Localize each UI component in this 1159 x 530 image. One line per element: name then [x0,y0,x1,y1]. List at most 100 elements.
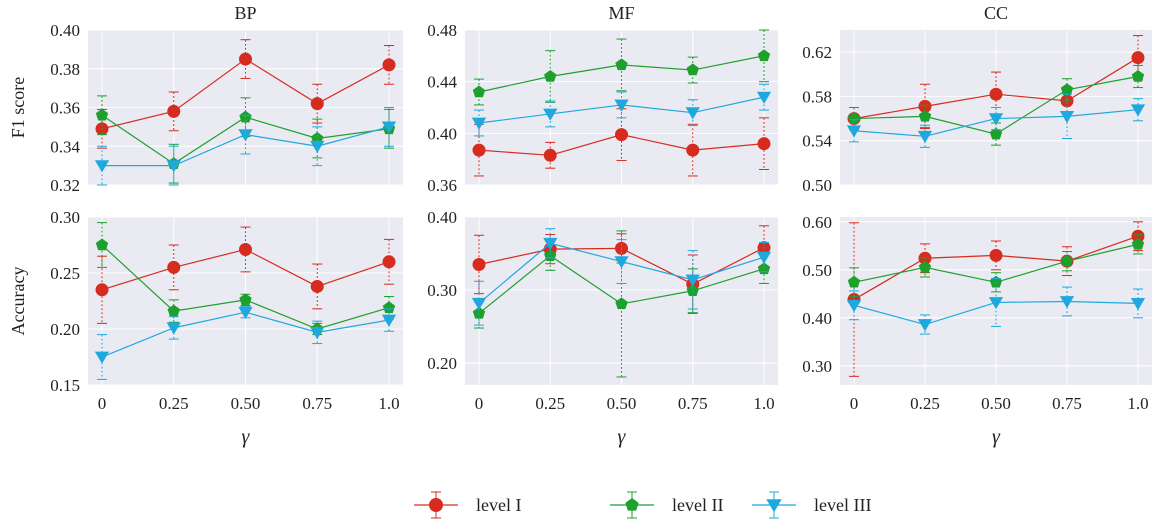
panel-title: CC [984,3,1008,23]
data-point [381,314,397,327]
data-point [239,52,252,66]
legend-label: level III [814,495,871,515]
y-axis-label: Accuracy [8,267,28,336]
x-tick-label: 1.0 [1127,394,1148,413]
panel-cc-f1: 0.50 0.54 0.58 0.62 CC [802,3,1152,195]
series-level-i [95,226,396,324]
data-point [615,58,628,71]
series-level-iii [471,83,772,137]
data-point [311,132,324,144]
data-point [381,121,397,134]
data-point [686,284,699,297]
series-level-iii [846,277,1146,335]
x-tick-label: 1.0 [753,394,774,413]
data-point [988,113,1004,126]
x-axis-label: γ [242,426,251,448]
x-axis-label: γ [992,426,1001,448]
y-tick-label: 0.40 [427,208,457,227]
y-tick-label: 0.36 [427,176,457,195]
data-point [310,279,324,293]
x-tick-label: 0 [850,394,859,413]
data-point [166,160,181,173]
data-point [471,297,487,310]
data-point [1059,296,1075,309]
series-level-i [472,108,771,177]
data-point [472,257,486,271]
data-point [310,97,324,111]
legend: level I level II level III [414,491,871,519]
legend-label: level I [476,495,521,515]
data-point [989,127,1003,140]
data-point [685,274,700,287]
data-point [686,143,700,157]
y-tick-label: 0.30 [427,281,457,300]
data-point [846,125,862,138]
x-tick-label: 0 [98,394,107,413]
data-point [989,87,1003,101]
series-level-iii [94,107,397,186]
y-tick-label: 0.30 [50,208,80,227]
data-point [988,297,1004,310]
data-point [917,130,933,144]
data-point [472,143,486,157]
panel-r1c2-accuracy: 0.30 0.40 0.50 0.60 0 0.25 0.50 0.75 1.0 γ [802,213,1152,448]
x-tick-label: 0.25 [910,394,940,413]
data-point [472,85,486,98]
panel-title: BP [234,3,256,23]
panel-bp-f1: 0.32 0.34 0.36 0.38 0.40 BP F1 score [8,3,403,195]
data-point [239,293,252,306]
data-point [166,322,181,335]
series-level-iii [471,228,772,326]
x-axis-label: γ [618,426,627,448]
y-tick-label: 0.25 [50,264,80,283]
data-point [757,49,771,62]
data-point [1130,298,1146,311]
data-point [543,148,557,162]
y-tick-label: 0.58 [802,87,832,106]
panel-r1c0-accuracy: 0.15 0.20 0.25 0.30 0 0.25 0.50 0.75 1.0 γ Accurac… [8,208,403,448]
series-level-ii [847,64,1145,146]
data-point [756,251,772,264]
legend-marker [766,499,782,513]
data-point [1059,110,1075,124]
data-point [1060,83,1074,96]
x-tick-label: 0.75 [1052,394,1082,413]
data-point [1060,254,1074,267]
data-point [918,109,932,122]
data-point [615,128,628,142]
data-point [167,104,181,118]
x-tick-label: 1.0 [378,394,399,413]
data-point [382,58,396,72]
data-point [238,306,253,319]
legend-item-level-iii: level III [752,491,871,519]
data-point [382,255,396,269]
data-point [544,70,557,82]
data-point [543,237,558,251]
y-tick-label: 0.32 [50,176,80,195]
series-level-iii [94,306,397,380]
y-tick-label: 0.40 [50,21,80,40]
data-point [1131,70,1145,82]
y-tick-label: 0.50 [802,261,832,280]
y-tick-label: 0.30 [802,357,832,376]
data-point [95,108,109,121]
x-tick-label: 0.25 [535,394,565,413]
data-point [310,326,325,340]
y-tick-label: 0.34 [50,137,80,156]
y-tick-label: 0.40 [802,309,832,328]
data-point [756,91,772,104]
data-point [847,275,861,288]
data-point [472,306,486,319]
legend-item-level-ii: level II [610,491,723,519]
data-point [614,256,629,269]
data-point [1131,237,1145,250]
panel-r1c1-accuracy: 0.20 0.30 0.40 0 0.25 0.50 0.75 1.0 γ [427,208,778,448]
data-point [95,238,109,251]
series-level-i [95,39,396,149]
data-point [989,248,1003,262]
data-point [1131,51,1145,65]
y-tick-label: 0.60 [802,213,832,232]
data-point [686,63,699,76]
data-point [239,242,252,256]
